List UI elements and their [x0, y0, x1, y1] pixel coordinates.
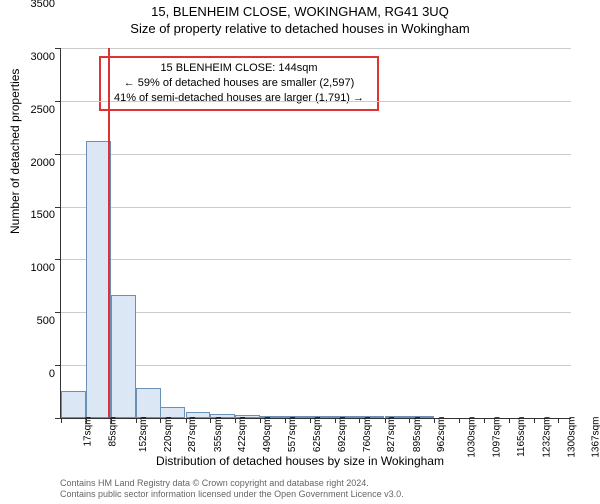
histogram-bar — [111, 295, 136, 418]
x-tick-label: 1030sqm — [467, 417, 478, 458]
x-tick-label: 220sqm — [163, 417, 174, 453]
y-tick-label: 3500 — [31, 0, 55, 10]
chart-container: 15, BLENHEIM CLOSE, WOKINGHAM, RG41 3UQ … — [0, 4, 600, 504]
annotation-line-3: 41% of semi-detached houses are larger (… — [107, 91, 371, 106]
x-tick-label: 625sqm — [312, 417, 323, 453]
x-tick-label: 827sqm — [387, 417, 398, 453]
gridline — [61, 101, 571, 102]
x-tick — [285, 418, 286, 423]
x-tick — [260, 418, 261, 423]
gridline — [61, 207, 571, 208]
x-tick-label: 692sqm — [337, 417, 348, 453]
y-tick-label: 2500 — [31, 104, 55, 116]
footer-line-1: Contains HM Land Registry data © Crown c… — [60, 478, 588, 489]
y-tick-label: 1500 — [31, 209, 55, 221]
x-tick — [385, 418, 386, 423]
x-tick-label: 962sqm — [436, 417, 447, 453]
x-tick — [136, 418, 137, 423]
x-tick — [86, 418, 87, 423]
y-axis-label: Number of detached properties — [8, 69, 22, 234]
footer-line-2: Contains public sector information licen… — [60, 489, 588, 500]
x-tick-label: 1300sqm — [566, 417, 577, 458]
x-tick-label: 17sqm — [83, 417, 94, 447]
x-tick — [235, 418, 236, 423]
x-tick — [534, 418, 535, 423]
x-tick — [210, 418, 211, 423]
gridline — [61, 48, 571, 49]
x-tick — [111, 418, 112, 423]
x-tick-label: 355sqm — [213, 417, 224, 453]
x-tick-label: 760sqm — [362, 417, 373, 453]
histogram-bar — [61, 391, 86, 418]
x-tick-label: 1097sqm — [492, 417, 503, 458]
x-tick-label: 490sqm — [262, 417, 273, 453]
marker-line — [108, 48, 110, 418]
y-tick-label: 500 — [37, 315, 55, 327]
y-tick-label: 2000 — [31, 157, 55, 169]
x-tick-label: 1367sqm — [591, 417, 600, 458]
page-subtitle: Size of property relative to detached ho… — [0, 21, 600, 36]
x-tick-label: 895sqm — [412, 417, 423, 453]
x-tick — [459, 418, 460, 423]
plot-area: 15 BLENHEIM CLOSE: 144sqm ← 59% of detac… — [60, 48, 571, 419]
page-title: 15, BLENHEIM CLOSE, WOKINGHAM, RG41 3UQ — [0, 4, 600, 19]
x-tick — [160, 418, 161, 423]
x-tick-label: 557sqm — [287, 417, 298, 453]
y-tick-label: 3000 — [31, 51, 55, 63]
x-axis-label: Distribution of detached houses by size … — [0, 454, 600, 468]
histogram-bar — [136, 388, 161, 418]
x-tick-label: 1232sqm — [541, 417, 552, 458]
x-tick — [186, 418, 187, 423]
x-tick — [335, 418, 336, 423]
gridline — [61, 365, 571, 366]
x-tick — [484, 418, 485, 423]
x-tick-label: 85sqm — [108, 417, 119, 447]
annotation-line-2: ← 59% of detached houses are smaller (2,… — [107, 76, 371, 91]
x-tick — [359, 418, 360, 423]
x-tick — [509, 418, 510, 423]
x-tick — [434, 418, 435, 423]
gridline — [61, 154, 571, 155]
x-tick-label: 1165sqm — [516, 417, 527, 457]
gridline — [61, 312, 571, 313]
annotation-box: 15 BLENHEIM CLOSE: 144sqm ← 59% of detac… — [99, 56, 379, 111]
x-tick — [310, 418, 311, 423]
annotation-line-1: 15 BLENHEIM CLOSE: 144sqm — [107, 61, 371, 76]
x-tick-label: 422sqm — [237, 417, 248, 453]
y-tick-label: 1000 — [31, 262, 55, 274]
x-tick — [61, 418, 62, 423]
x-tick-label: 152sqm — [138, 417, 149, 453]
x-tick-label: 287sqm — [188, 417, 199, 453]
x-tick — [409, 418, 410, 423]
gridline — [61, 259, 571, 260]
x-tick — [558, 418, 559, 423]
footer-text: Contains HM Land Registry data © Crown c… — [60, 478, 588, 501]
y-tick-label: 0 — [49, 368, 55, 380]
